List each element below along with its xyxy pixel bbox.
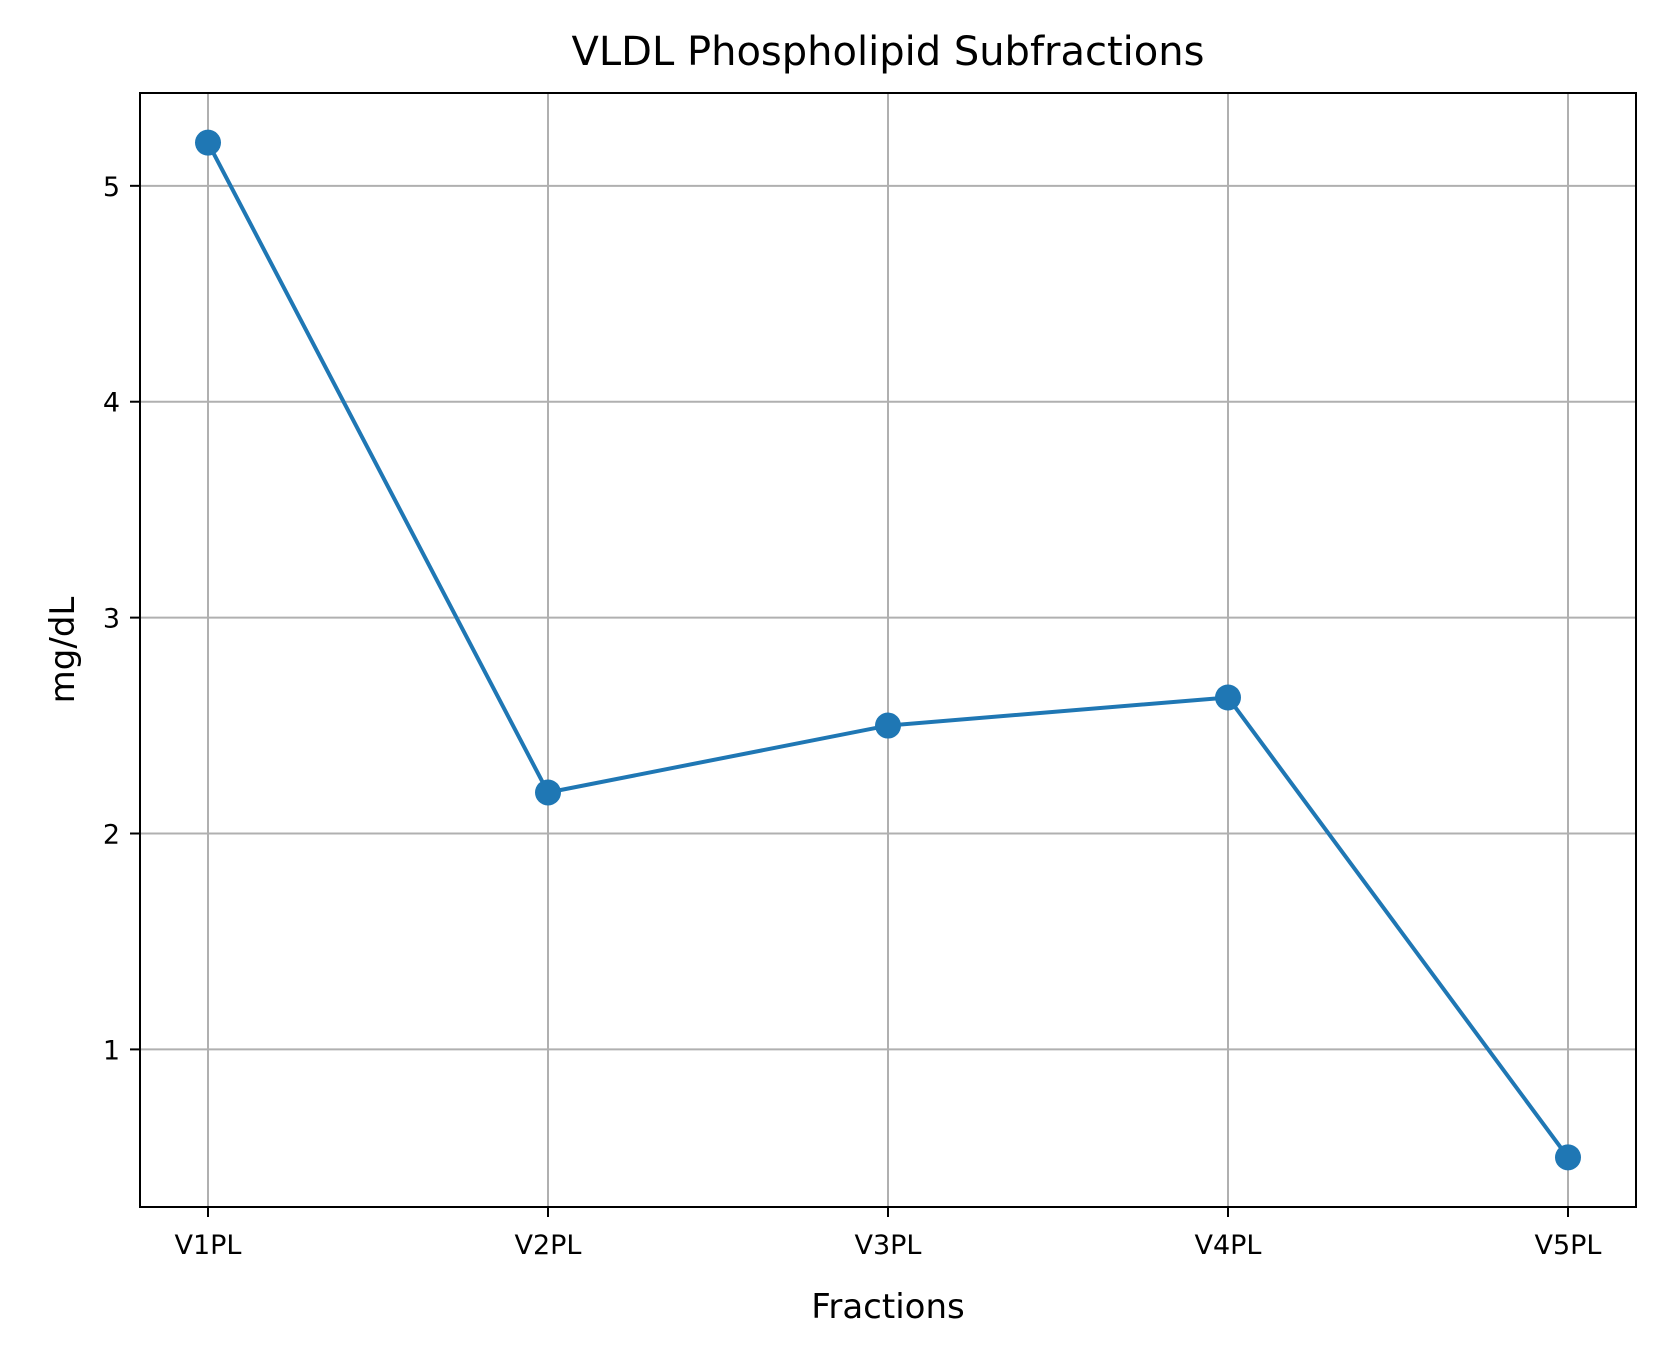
x-tick-label: V1PL [175, 1230, 242, 1261]
data-point [1215, 684, 1241, 711]
grid [140, 93, 1636, 1207]
x-tick-label: V4PL [1195, 1230, 1262, 1261]
y-tick-label: 5 [103, 172, 120, 203]
chart-title: VLDL Phospholipid Subfractions [572, 29, 1205, 75]
x-tick-label: V5PL [1535, 1230, 1602, 1261]
data-point [875, 712, 901, 739]
y-tick-label: 1 [103, 1035, 120, 1066]
y-tick-label: 3 [103, 604, 120, 635]
y-tick-label: 4 [103, 388, 120, 419]
data-point [535, 779, 561, 806]
y-tick-label: 2 [103, 820, 120, 851]
x-tick-label: V2PL [515, 1230, 582, 1261]
series-layer [195, 129, 1581, 1171]
data-point [1555, 1144, 1581, 1171]
x-tick-label: V3PL [855, 1230, 922, 1261]
y-axis-label: mg/dL [43, 597, 83, 704]
x-axis-label: Fractions [811, 1287, 964, 1327]
data-point [195, 129, 221, 156]
ticks: V1PL V2PL V3PL V4PL V5PL 1 2 3 4 5 [103, 172, 1602, 1261]
